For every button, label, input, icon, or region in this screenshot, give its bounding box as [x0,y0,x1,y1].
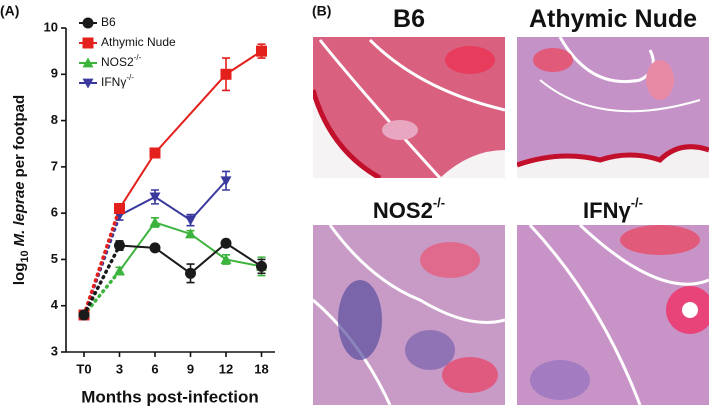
image-title-sup: -/- [631,195,643,210]
image-title: B6 [393,5,425,33]
series [78,216,267,320]
legend-entry: IFNγ-/- [101,73,134,89]
marker [256,260,267,272]
image-nos2 [313,225,505,405]
x-tick-label: 18 [254,361,268,376]
marker [82,17,94,29]
marker [256,45,267,57]
marker [82,78,94,89]
image-title: NOS2-/- [373,195,445,222]
legend-sup: -/- [126,73,134,82]
projection-line [82,269,122,317]
legend-name: Athymic Nude [101,35,176,49]
x-tick-label: 9 [187,361,194,376]
image-ifng [517,225,709,405]
y-title-part: 10 [19,250,31,262]
y-tick-label: 4 [51,297,59,312]
marker [82,57,94,68]
series-line [119,180,227,222]
y-tick-label: 7 [51,158,58,173]
legend-entry: Athymic Nude [101,35,176,49]
x-tick-label: 12 [219,361,233,376]
projection-line [82,206,122,317]
marker [220,176,232,187]
series-line [118,50,263,210]
panel-label: (A) [0,3,19,19]
marker [149,242,161,254]
y-tick-label: 6 [51,205,58,220]
series [78,237,267,321]
marker [149,216,161,227]
y-tick-label: 5 [51,251,58,266]
marker [149,192,161,203]
marker [149,147,161,159]
marker [78,309,90,321]
image-title-text: NOS2 [373,198,433,223]
marker [220,253,232,264]
legend-sup: -/- [134,53,142,62]
y-tick-label: 10 [44,19,58,34]
histology-images [313,37,709,405]
y-tick-label: 3 [51,343,58,358]
image-title-text: B6 [393,5,425,33]
panel-label: (B) [312,3,331,19]
image-athymic [517,37,709,178]
y-tick-label: 9 [51,66,58,81]
image-b6 [313,37,505,178]
marker [82,37,94,49]
image-title: IFNγ-/- [583,195,643,222]
x-tick-label: 3 [116,361,123,376]
image-title: Athymic Nude [529,5,697,33]
image-title-sup: -/- [433,195,445,210]
marker [220,237,232,249]
legend-entry: B6 [101,15,116,29]
legend-name: B6 [101,15,116,29]
y-title-part: M. leprae [11,181,28,246]
marker [185,267,196,279]
marker [114,240,125,252]
marker [185,228,196,239]
x-axis-title: Months post-infection [81,387,259,406]
legend-name: NOS2 [101,55,134,69]
legend-entry: NOS2-/- [101,53,142,69]
marker [114,265,125,276]
y-tick-label: 8 [51,112,58,127]
legend-name: IFNγ [101,75,126,89]
image-title-text: IFNγ [583,198,631,223]
y-axis-title: log10 M. leprae per footpad [11,95,31,285]
x-tick-label: 6 [151,361,158,376]
image-title-text: Athymic Nude [529,5,697,33]
y-title-part: log [11,263,28,286]
projection-line [82,243,122,317]
marker [114,203,125,215]
marker [220,68,232,80]
x-tick-label: T0 [76,361,91,376]
marker [185,215,196,226]
y-title-part: per footpad [11,95,28,178]
